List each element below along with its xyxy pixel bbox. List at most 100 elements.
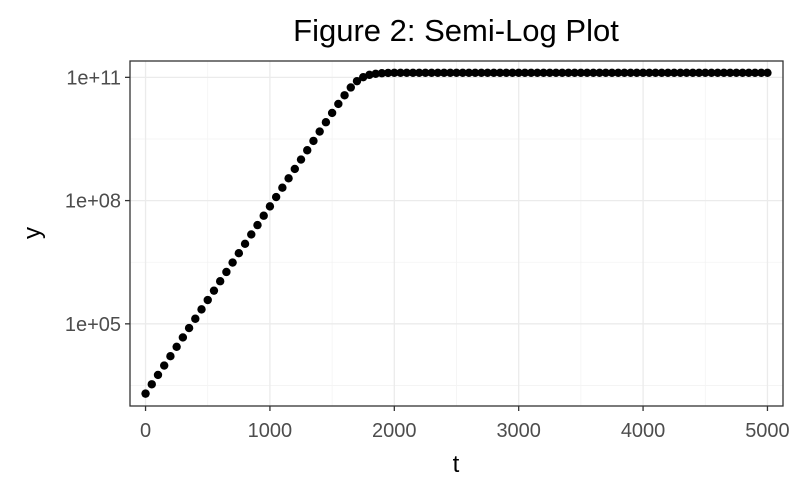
data-point (564, 68, 573, 78)
y-axis-ticks: 1e+05 1e+08 1e+11 (65, 67, 130, 336)
data-point (184, 323, 194, 333)
data-point (502, 68, 511, 78)
plot-panel-border (129, 60, 784, 407)
data-point (215, 277, 225, 286)
data-point (153, 370, 163, 380)
data-point (533, 68, 542, 78)
data-point (558, 68, 567, 78)
data-point (757, 68, 766, 78)
data-point (657, 68, 666, 78)
data-point (576, 68, 586, 78)
data-point (178, 333, 188, 342)
data-point (520, 68, 530, 78)
data-point (209, 286, 219, 295)
data-point (234, 249, 244, 258)
x-tick-label: 4000 (621, 420, 666, 442)
data-point (433, 68, 443, 78)
data-point (669, 68, 679, 78)
data-point (589, 68, 598, 78)
data-point (352, 76, 362, 86)
x-axis-label: t (453, 451, 460, 478)
data-point (713, 68, 722, 78)
data-point (191, 314, 200, 323)
data-point (707, 68, 716, 78)
data-point (601, 68, 610, 78)
data-point (327, 108, 337, 118)
data-point (750, 68, 760, 78)
data-point (160, 361, 169, 370)
data-point (203, 295, 212, 305)
data-point (526, 68, 536, 78)
data-point (265, 202, 275, 211)
data-point (582, 68, 592, 78)
data-point (172, 342, 181, 352)
data-points (141, 68, 772, 398)
data-point (296, 155, 306, 164)
data-point (334, 99, 343, 109)
data-point (166, 352, 175, 361)
data-point (290, 164, 299, 174)
data-point (470, 68, 480, 78)
data-point (321, 118, 331, 127)
data-point (508, 68, 517, 78)
data-point (719, 68, 729, 78)
data-point (228, 258, 237, 267)
data-point (365, 70, 374, 80)
data-point (477, 68, 486, 78)
data-point (645, 68, 654, 78)
chart-title: Figure 2: Semi-Log Plot (293, 13, 619, 48)
y-tick-label: 1e+05 (65, 314, 121, 336)
data-point (458, 68, 467, 78)
data-point (688, 68, 698, 78)
data-point (632, 68, 642, 78)
x-tick-label: 5000 (745, 420, 790, 442)
data-point (676, 68, 685, 78)
data-point (489, 68, 499, 78)
data-point (732, 68, 741, 78)
y-tick-label: 1e+08 (65, 191, 121, 213)
data-point (694, 68, 704, 78)
data-point (551, 68, 561, 78)
data-point (539, 68, 548, 78)
major-gridlines (130, 61, 783, 406)
data-point (446, 68, 455, 78)
x-tick-label: 1000 (248, 420, 293, 442)
data-point (620, 68, 629, 78)
data-point (701, 68, 710, 78)
data-point (414, 68, 424, 78)
data-point (240, 239, 250, 249)
data-point (396, 68, 405, 78)
x-tick-label: 2000 (372, 420, 417, 442)
data-point (651, 68, 660, 78)
data-point (638, 68, 648, 78)
data-point (763, 68, 772, 78)
y-axis-label: y (19, 227, 46, 239)
data-point (340, 91, 349, 100)
data-point (284, 174, 293, 183)
data-point (315, 127, 324, 136)
data-point (738, 68, 747, 78)
data-point (408, 68, 418, 78)
data-point (464, 68, 474, 78)
data-point (147, 380, 156, 389)
data-point (197, 305, 206, 314)
data-point (377, 69, 387, 78)
x-tick-label: 0 (140, 420, 151, 442)
data-point (595, 68, 604, 78)
data-point (259, 211, 268, 220)
data-point (514, 68, 523, 78)
data-point (278, 183, 287, 192)
data-point (626, 68, 635, 78)
data-point (570, 68, 579, 78)
data-point (452, 68, 461, 78)
data-point (607, 68, 617, 78)
data-point (390, 68, 399, 78)
data-point (346, 83, 355, 92)
data-point (371, 69, 380, 79)
y-tick-label: 1e+11 (66, 67, 121, 89)
x-tick-label: 3000 (496, 420, 541, 442)
data-point (402, 68, 411, 78)
data-point (309, 136, 318, 146)
data-point (421, 68, 430, 78)
